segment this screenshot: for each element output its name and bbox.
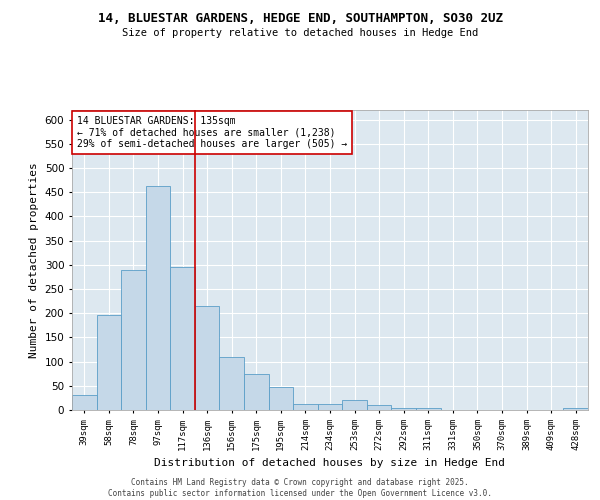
Text: Size of property relative to detached houses in Hedge End: Size of property relative to detached ho… [122, 28, 478, 38]
Bar [121, 270, 146, 410]
Bar [195, 306, 220, 410]
Bar [269, 388, 293, 410]
Bar [416, 408, 440, 410]
Bar [220, 357, 244, 410]
Bar [391, 408, 416, 410]
Bar [367, 405, 391, 410]
Text: Contains HM Land Registry data © Crown copyright and database right 2025.
Contai: Contains HM Land Registry data © Crown c… [108, 478, 492, 498]
Bar [342, 400, 367, 410]
Text: 14, BLUESTAR GARDENS, HEDGE END, SOUTHAMPTON, SO30 2UZ: 14, BLUESTAR GARDENS, HEDGE END, SOUTHAM… [97, 12, 503, 26]
Bar [293, 404, 318, 410]
Bar [244, 374, 269, 410]
Bar [563, 408, 588, 410]
Bar [97, 314, 121, 410]
Bar [318, 404, 342, 410]
Y-axis label: Number of detached properties: Number of detached properties [29, 162, 39, 358]
Bar [146, 186, 170, 410]
Bar [72, 396, 97, 410]
Text: 14 BLUESTAR GARDENS: 135sqm
← 71% of detached houses are smaller (1,238)
29% of : 14 BLUESTAR GARDENS: 135sqm ← 71% of det… [77, 116, 347, 149]
Bar [170, 268, 195, 410]
X-axis label: Distribution of detached houses by size in Hedge End: Distribution of detached houses by size … [155, 458, 505, 468]
